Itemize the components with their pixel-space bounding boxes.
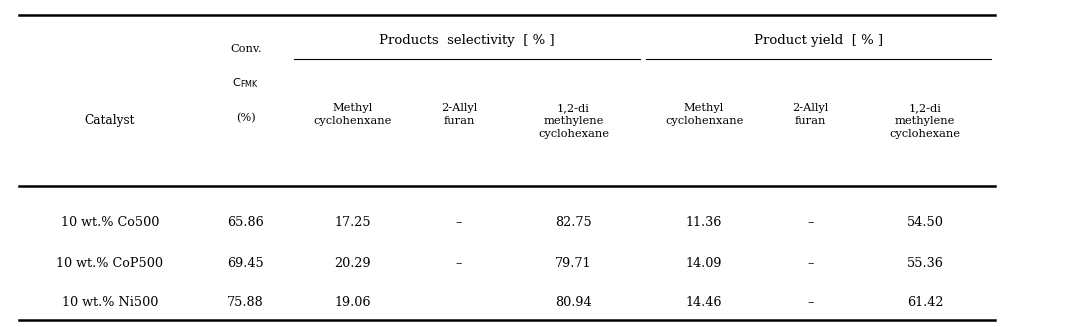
Text: Methyl
cyclohenxane: Methyl cyclohenxane [665,103,743,126]
Text: $\mathrm{C_{FMK}}$: $\mathrm{C_{FMK}}$ [232,77,259,90]
Text: Methyl
cyclohenxane: Methyl cyclohenxane [313,103,391,126]
Text: 19.06: 19.06 [334,296,371,309]
Text: 14.09: 14.09 [685,257,723,270]
Text: –: – [808,216,813,229]
Text: 14.46: 14.46 [685,296,723,309]
Text: 69.45: 69.45 [227,257,264,270]
Text: 80.94: 80.94 [555,296,592,309]
Text: 20.29: 20.29 [334,257,371,270]
Text: –: – [456,257,462,270]
Text: –: – [808,296,813,309]
Text: 55.36: 55.36 [907,257,943,270]
Text: 10 wt.% CoP500: 10 wt.% CoP500 [56,257,163,270]
Text: Products  selectivity  [ % ]: Products selectivity [ % ] [379,34,554,47]
Text: Catalyst: Catalyst [84,114,135,128]
Text: –: – [456,216,462,229]
Text: (%): (%) [236,112,256,123]
Text: 1,2-di
methylene
cyclohexane: 1,2-di methylene cyclohexane [538,103,609,139]
Text: 10 wt.% Ni500: 10 wt.% Ni500 [62,296,158,309]
Text: Conv.: Conv. [230,44,261,54]
Text: 65.86: 65.86 [227,216,264,229]
Text: 2-Allyl
furan: 2-Allyl furan [792,103,829,126]
Text: 54.50: 54.50 [907,216,943,229]
Text: 10 wt.% Co500: 10 wt.% Co500 [61,216,159,229]
Text: 82.75: 82.75 [555,216,592,229]
Text: Product yield  [ % ]: Product yield [ % ] [754,34,884,47]
Text: 2-Allyl
furan: 2-Allyl furan [440,103,478,126]
Text: 75.88: 75.88 [227,296,264,309]
Text: 1,2-di
methylene
cyclohexane: 1,2-di methylene cyclohexane [890,103,960,139]
Text: 11.36: 11.36 [685,216,723,229]
Text: 61.42: 61.42 [907,296,943,309]
Text: 79.71: 79.71 [555,257,592,270]
Text: 17.25: 17.25 [334,216,371,229]
Text: –: – [808,257,813,270]
